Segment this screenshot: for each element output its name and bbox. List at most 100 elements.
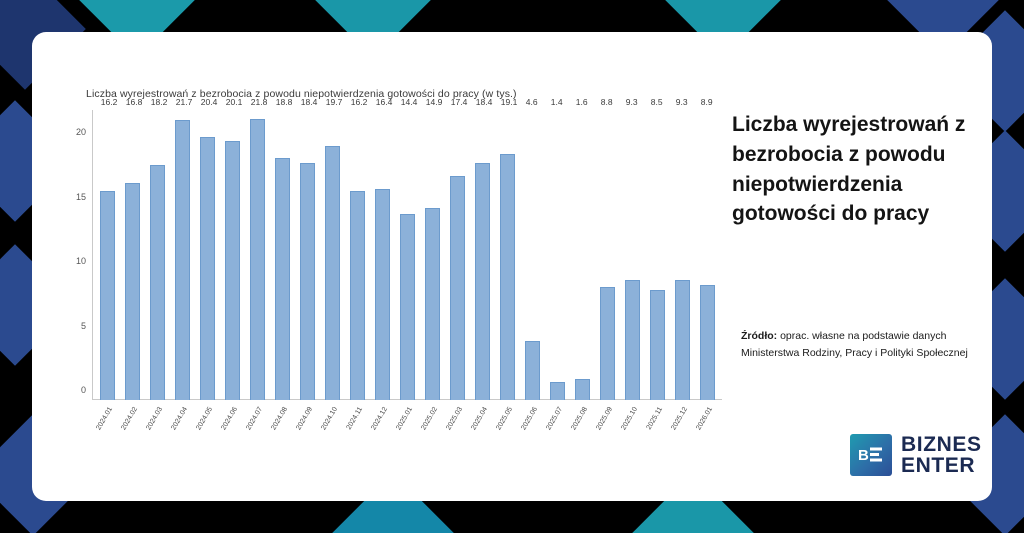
x-axis-tick-label: 2024.02 xyxy=(119,406,139,432)
bar-value-label: 16.2 xyxy=(350,97,368,107)
bar-value-label: 17.4 xyxy=(450,97,468,107)
bar-slot: 8.5 2025.11 xyxy=(645,97,670,431)
bar-slot: 8.9 2026.01 xyxy=(695,97,720,431)
x-axis-tick-label: 2025.11 xyxy=(645,406,664,431)
bar-value-label: 14.9 xyxy=(425,97,443,107)
page-title: Liczba wyrejestrowań z bezrobocia z powo… xyxy=(732,113,966,226)
bar-slot: 14.4 2025.01 xyxy=(395,97,420,431)
chart-title: Liczba wyrejestrowań z bezrobocia z powo… xyxy=(86,88,517,100)
bar-value-label: 20.1 xyxy=(225,97,243,107)
x-axis-tick-label: 2025.12 xyxy=(669,406,689,432)
bar-value-label: 18.8 xyxy=(275,97,293,107)
x-axis-tick-label: 2024.11 xyxy=(345,406,364,431)
bar[interactable]: 8.5 xyxy=(649,97,666,400)
bar[interactable]: 9.3 xyxy=(674,97,691,400)
source-text: oprac. własne na podstawie danych Minist… xyxy=(741,330,968,359)
bar[interactable]: 16.2 xyxy=(99,97,117,400)
bar[interactable]: 14.4 xyxy=(399,97,417,400)
bar[interactable]: 16.8 xyxy=(124,97,142,400)
x-axis-tick-label: 2025.10 xyxy=(619,406,639,432)
logo-line-1: BIZNES xyxy=(901,433,982,456)
bar[interactable]: 21.8 xyxy=(249,97,267,400)
source-note: Źródło: oprac. własne na podstawie danyc… xyxy=(741,328,979,362)
y-axis-line xyxy=(92,110,93,400)
bar[interactable]: 19.7 xyxy=(324,97,342,400)
bar-value-label: 4.6 xyxy=(525,97,538,107)
x-axis-tick-label: 2024.05 xyxy=(194,406,214,432)
svg-text:B: B xyxy=(858,447,869,464)
chart-plot-area: 0 5 10 15 20 16.2 2024.01 16.8 2024.02 18.2 2024.… xyxy=(76,97,722,431)
bar-value-label: 19.1 xyxy=(500,97,518,107)
bar-value-label: 19.7 xyxy=(325,97,343,107)
bar[interactable]: 8.9 xyxy=(699,97,716,400)
bar-slot: 8.8 2025.09 xyxy=(595,97,620,431)
logo-mark-icon: B xyxy=(850,434,892,477)
bar[interactable]: 1.6 xyxy=(574,97,591,400)
bar-value-label: 8.5 xyxy=(650,97,663,107)
bar-slot: 17.4 2025.03 xyxy=(445,97,470,431)
bar-slot: 19.1 2025.05 xyxy=(495,97,520,431)
bar-value-label: 16.8 xyxy=(125,97,143,107)
x-axis-tick-label: 2025.08 xyxy=(569,406,589,432)
source-label: Źródło: xyxy=(741,330,778,342)
bar[interactable]: 16.2 xyxy=(349,97,367,400)
y-axis-tick-label: 10 xyxy=(75,256,86,267)
x-axis-tick-label: 2025.06 xyxy=(519,406,539,432)
bar-slot: 4.6 2025.06 xyxy=(520,97,545,431)
x-axis-tick-label: 2024.03 xyxy=(144,406,164,432)
bar-slot: 19.7 2024.10 xyxy=(320,97,345,431)
bar[interactable]: 14.9 xyxy=(424,97,442,400)
bar-slot: 18.8 2024.08 xyxy=(270,97,295,431)
bar-slot: 1.4 2025.07 xyxy=(545,97,570,431)
bar-value-label: 20.4 xyxy=(200,97,218,107)
y-axis-tick-label: 0 xyxy=(80,385,86,395)
bar-value-label: 21.7 xyxy=(175,97,193,107)
be-monogram-icon: B xyxy=(858,447,882,464)
bar-slot: 16.8 2024.02 xyxy=(120,97,145,431)
bar[interactable]: 17.4 xyxy=(449,97,467,400)
bar-slot: 1.6 2025.08 xyxy=(570,97,595,431)
bar-slot: 20.1 2024.06 xyxy=(220,97,245,431)
bar[interactable]: 20.4 xyxy=(199,97,217,400)
bar[interactable]: 16.4 xyxy=(374,97,392,400)
bar-slot: 18.4 2024.09 xyxy=(295,97,320,431)
bar-value-label: 8.8 xyxy=(600,97,613,107)
bar-value-label: 1.6 xyxy=(575,97,588,107)
bar-slot: 16.2 2024.11 xyxy=(345,97,370,431)
x-axis-tick-label: 2025.03 xyxy=(444,406,464,432)
bar[interactable]: 19.1 xyxy=(499,97,517,400)
x-axis-tick-label: 2025.02 xyxy=(419,406,439,432)
bar[interactable]: 18.8 xyxy=(274,97,292,400)
content-card: Liczba wyrejestrowań z bezrobocia z powo… xyxy=(32,32,992,501)
bar[interactable]: 18.4 xyxy=(299,97,317,400)
bar[interactable]: 20.1 xyxy=(224,97,242,400)
x-axis-tick-label: 2024.07 xyxy=(244,406,264,432)
bar-value-label: 18.4 xyxy=(475,97,493,107)
bar[interactable]: 4.6 xyxy=(524,97,541,400)
bar-slot: 14.9 2025.02 xyxy=(420,97,445,431)
bar-slot: 20.4 2024.05 xyxy=(195,97,220,431)
x-axis-tick-label: 2024.10 xyxy=(319,406,339,432)
x-axis-tick-label: 2025.05 xyxy=(494,406,514,432)
bar[interactable]: 9.3 xyxy=(624,97,641,400)
x-axis-tick-label: 2024.06 xyxy=(219,406,239,432)
bar[interactable]: 8.8 xyxy=(599,97,616,400)
y-axis-tick-label: 15 xyxy=(75,191,86,202)
x-axis-tick-label: 2026.01 xyxy=(694,406,714,432)
bar-slot: 21.7 2024.04 xyxy=(170,97,195,431)
x-axis-tick-label: 2025.09 xyxy=(594,406,614,432)
bar-value-label: 9.3 xyxy=(625,97,638,107)
bar-value-label: 18.2 xyxy=(150,97,168,107)
brand-logo[interactable]: B BIZNES ENTER xyxy=(850,434,982,477)
bar-value-label: 14.4 xyxy=(400,97,418,107)
bar[interactable]: 21.7 xyxy=(174,97,192,400)
bar[interactable]: 1.4 xyxy=(549,97,566,400)
bar-slot: 16.2 2024.01 xyxy=(95,97,120,431)
bar[interactable]: 18.4 xyxy=(474,97,492,400)
bar-value-label: 8.9 xyxy=(700,97,713,107)
bar[interactable]: 18.2 xyxy=(149,97,167,400)
bar-value-label: 21.8 xyxy=(250,97,268,107)
bar-value-label: 18.4 xyxy=(300,97,318,107)
bar-slot: 18.4 2025.04 xyxy=(470,97,495,431)
